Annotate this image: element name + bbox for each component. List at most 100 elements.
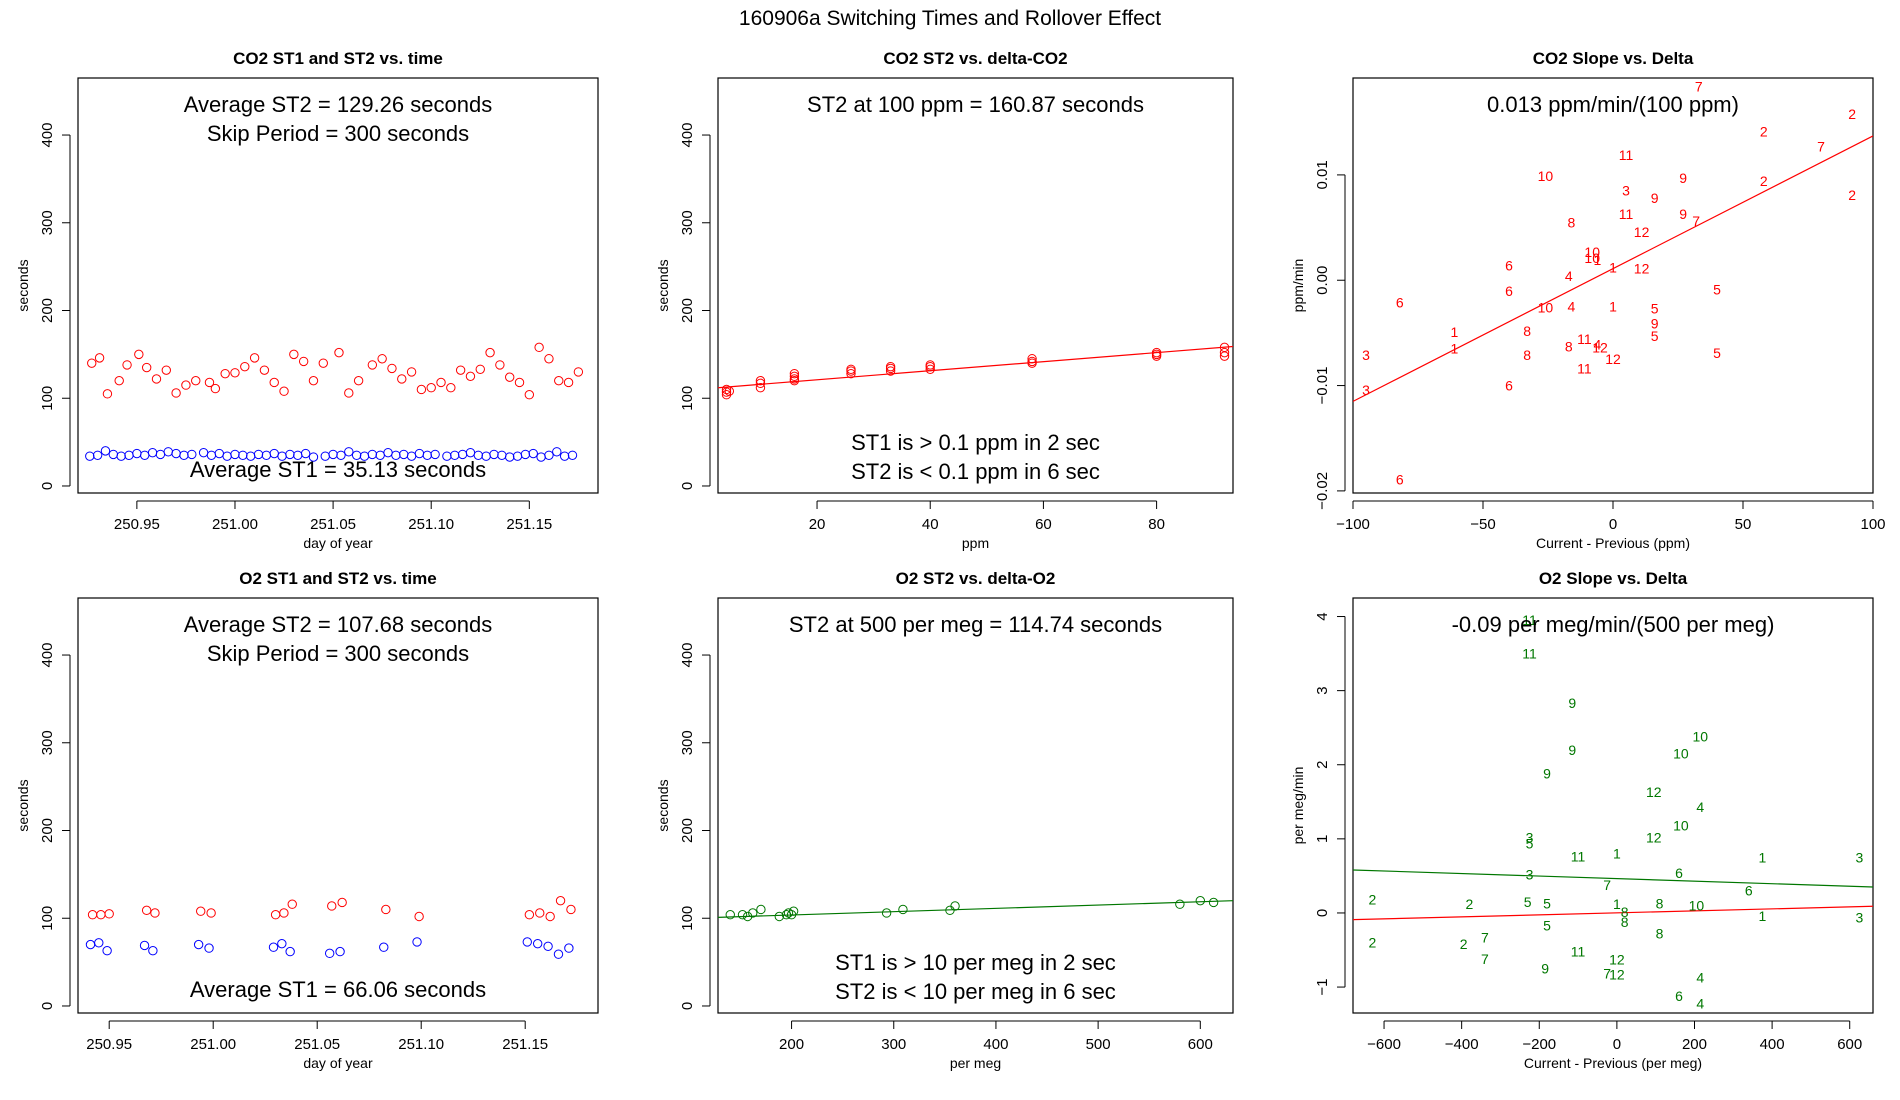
y-tick-label: 200 xyxy=(679,298,696,323)
panel-title: O2 ST2 vs. delta-O2 xyxy=(896,569,1056,588)
data-point xyxy=(114,375,124,386)
annotation: Skip Period = 300 seconds xyxy=(207,121,469,146)
data-point xyxy=(102,946,112,956)
point-label: 6 xyxy=(1505,378,1513,394)
data-point xyxy=(881,908,892,918)
x-tick-label: 20 xyxy=(809,516,826,533)
point-label: 8 xyxy=(1565,339,1573,355)
data-point xyxy=(436,377,446,388)
x-tick-label: 0 xyxy=(1613,1036,1621,1053)
series-st2 xyxy=(721,342,1230,400)
x-axis: −100 −50 0 50 100 Current - Previous (ppm) xyxy=(1336,500,1886,551)
point-label: 1 xyxy=(1759,908,1767,924)
data-point xyxy=(554,375,564,386)
point-label: 7 xyxy=(1603,877,1611,893)
point-label: 4 xyxy=(1696,799,1704,815)
data-point xyxy=(94,938,104,948)
data-point xyxy=(532,938,543,949)
point-label: 3 xyxy=(1526,866,1534,882)
plot-area xyxy=(85,342,584,462)
point-label: 5 xyxy=(1713,282,1721,298)
series-st2 xyxy=(87,342,584,400)
x-axis-label: Current - Previous (ppm) xyxy=(1536,535,1690,551)
series-st2 xyxy=(725,895,1219,922)
data-point xyxy=(563,377,574,388)
point-label: 12 xyxy=(1634,224,1650,240)
point-label: 1 xyxy=(1613,846,1621,862)
data-point xyxy=(925,364,935,374)
data-point xyxy=(524,390,535,400)
x-tick-label: 100 xyxy=(1860,516,1885,533)
point-label: 2 xyxy=(1369,892,1377,908)
point-label: 8 xyxy=(1656,895,1664,911)
data-point xyxy=(495,360,505,370)
data-point xyxy=(755,383,766,393)
data-point xyxy=(102,389,113,399)
data-point xyxy=(755,375,766,386)
data-point xyxy=(367,360,378,370)
data-point xyxy=(742,911,753,922)
annotation: 0.013 ppm/min/(100 ppm) xyxy=(1487,92,1739,117)
point-label: 3 xyxy=(1622,183,1630,199)
data-point xyxy=(318,358,328,368)
data-point xyxy=(268,942,279,952)
data-point xyxy=(846,364,856,374)
y-tick-label: 100 xyxy=(679,906,696,931)
x-axis: −600 −400 −200 0 200 400 600 Current - Previous… xyxy=(1367,1020,1862,1071)
point-label: 9 xyxy=(1541,961,1549,977)
data-point xyxy=(285,946,295,957)
panel-title: CO2 ST2 vs. delta-CO2 xyxy=(883,49,1067,68)
x-tick-label: 600 xyxy=(1837,1036,1862,1053)
data-point xyxy=(789,368,800,379)
y-tick-label: 200 xyxy=(39,298,56,323)
point-label: 7 xyxy=(1603,966,1611,982)
y-tick-label: 100 xyxy=(679,386,696,411)
x-tick-label: 251.00 xyxy=(190,1036,236,1053)
data-point xyxy=(387,363,397,374)
fit-line xyxy=(718,900,1233,918)
data-point xyxy=(1151,347,1162,358)
data-point xyxy=(277,938,287,949)
data-point xyxy=(898,904,908,915)
y-tick-label: 1 xyxy=(1314,835,1331,843)
data-point xyxy=(324,948,335,959)
point-label: 3 xyxy=(1526,829,1534,845)
y-tick-label: 0.01 xyxy=(1314,160,1331,189)
point-label: 2 xyxy=(1760,173,1768,189)
series-st1 xyxy=(85,937,574,959)
annotation: Average ST1 = 66.06 seconds xyxy=(190,977,486,1002)
x-axis: 250.95 251.00 251.05 251.10 251.15 day of yea… xyxy=(86,1020,548,1071)
data-point xyxy=(475,364,485,374)
point-label: 12 xyxy=(1646,784,1662,800)
x-tick-label: 300 xyxy=(881,1036,906,1053)
point-label: 10 xyxy=(1538,300,1554,316)
data-point xyxy=(249,353,260,363)
annotation: -0.09 per meg/min/(500 per meg) xyxy=(1452,612,1775,637)
y-axis-label: per meg/min xyxy=(1290,767,1306,845)
point-label: 11 xyxy=(1577,361,1592,377)
panel-3: CO2 Slope vs. Delta −100 −50 0 50 100 Current … xyxy=(1290,49,1886,551)
x-axis-label: per meg xyxy=(950,1055,1001,1071)
data-point xyxy=(134,349,144,360)
y-tick-label: 300 xyxy=(679,730,696,755)
point-label: 3 xyxy=(1362,347,1370,363)
data-point xyxy=(504,372,515,382)
data-point xyxy=(564,943,574,953)
point-label: 6 xyxy=(1505,283,1513,299)
x-axis-label: day of year xyxy=(303,1055,373,1071)
data-point xyxy=(1219,347,1230,358)
point-label: 9 xyxy=(1679,206,1687,222)
data-point xyxy=(230,368,240,378)
annotation: ST1 is > 0.1 ppm in 2 sec xyxy=(851,430,1100,455)
y-axis: 0 100 200 300 400 seconds xyxy=(15,123,71,490)
y-tick-label: 4 xyxy=(1314,612,1331,620)
data-point xyxy=(925,360,935,370)
data-point xyxy=(141,362,152,373)
x-tick-label: 50 xyxy=(1735,516,1752,533)
x-tick-label: 251.15 xyxy=(506,516,552,533)
data-point xyxy=(269,377,279,388)
y-tick-label: −0.01 xyxy=(1314,367,1331,405)
x-axis-label: ppm xyxy=(962,535,989,551)
